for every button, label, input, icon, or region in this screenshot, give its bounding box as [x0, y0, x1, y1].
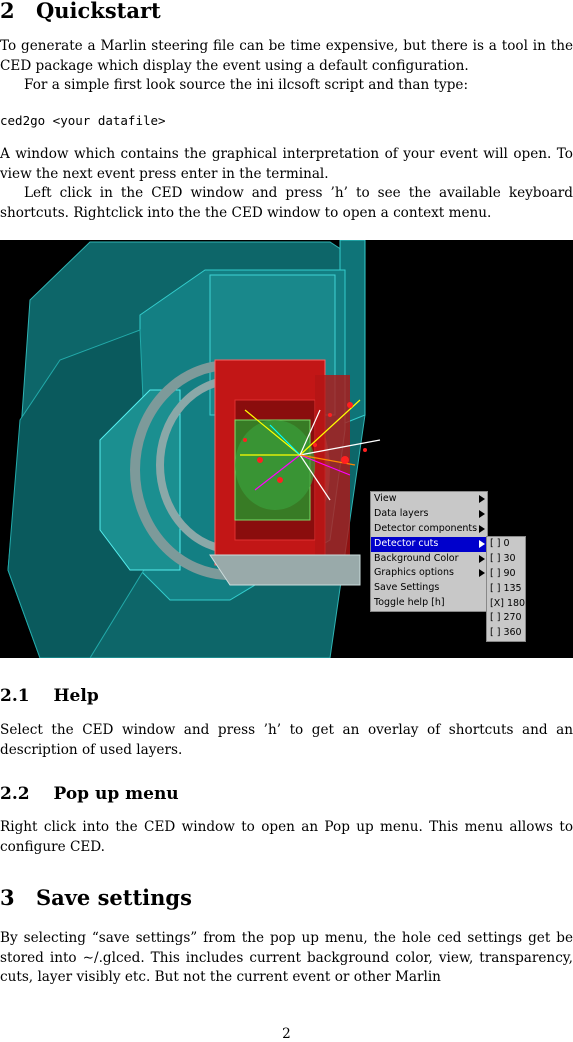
page-number: 2: [282, 1026, 291, 1042]
menu-item-graphics-options[interactable]: Graphics options: [371, 566, 487, 581]
section-title: Pop up menu: [53, 784, 179, 804]
code-command: ced2go <your datafile>: [0, 113, 166, 128]
submenu-arrow-icon: [479, 524, 485, 533]
cut-option-label: [ ] 30: [490, 552, 516, 564]
cut-option-label: [ ] 0: [490, 538, 510, 549]
menu-item-detector-components[interactable]: Detector components: [371, 522, 487, 537]
submenu-arrow-icon: [479, 539, 485, 548]
paragraph-save: By selecting “save settings” from the po…: [0, 930, 573, 985]
cut-option-30[interactable]: [ ] 30: [487, 552, 525, 567]
menu-item-label: Detector components: [374, 522, 478, 534]
menu-item-save-settings[interactable]: Save Settings: [371, 581, 487, 596]
cut-option-270[interactable]: [ ] 270: [487, 611, 525, 626]
section-number: 2.1: [0, 686, 30, 706]
menu-item-label: View: [374, 493, 397, 504]
menu-item-label: Toggle help [h]: [374, 597, 445, 609]
menu-item-detector-cuts[interactable]: Detector cuts: [371, 536, 487, 552]
submenu-arrow-icon: [479, 509, 485, 518]
paragraph-popup: Right click into the CED window to open …: [0, 819, 573, 855]
cut-option-label: [X] 180: [490, 597, 526, 609]
cut-option-135[interactable]: [ ] 135: [487, 582, 525, 597]
submenu-arrow-icon: [479, 495, 485, 503]
submenu-arrow-icon: [479, 569, 485, 578]
detector-event-image: [7, 240, 381, 658]
menu-item-label: Graphics options: [374, 567, 454, 579]
paragraph-first-look: For a simple first look source the ini i…: [24, 77, 469, 93]
cut-option-90[interactable]: [ ] 90: [487, 567, 525, 582]
section-heading-quickstart: 2 Quickstart: [0, 0, 161, 23]
cut-option-label: [ ] 135: [490, 582, 522, 594]
section-heading-help: 2.1 Help: [0, 686, 99, 706]
menu-item-data-layers[interactable]: Data layers: [371, 507, 487, 522]
cut-option-360[interactable]: [ ] 360: [487, 626, 525, 641]
menu-item-label: Data layers: [374, 507, 429, 519]
section-title: Quickstart: [35, 0, 161, 23]
ced-screenshot-figure: View Data layers Detector components Det…: [0, 240, 573, 658]
section-number: 3: [0, 885, 15, 910]
menu-item-view[interactable]: View: [371, 492, 487, 507]
paragraph-window: A window which contains the graphical in…: [0, 146, 573, 182]
paragraph-help: Select the CED window and press ’h’ to g…: [0, 722, 573, 758]
menu-item-background-color[interactable]: Background Color: [371, 552, 487, 567]
section-number: 2: [0, 0, 15, 23]
section-title: Save settings: [35, 885, 192, 910]
menu-item-label: Detector cuts: [374, 537, 439, 549]
section-title: Help: [53, 686, 99, 706]
menu-item-label: Save Settings: [374, 582, 440, 594]
context-menu: View Data layers Detector components Det…: [370, 491, 488, 613]
menu-item-label: Background Color: [374, 552, 459, 564]
submenu-arrow-icon: [479, 554, 485, 563]
paragraph-shortcuts: Left click in the CED window and press ’…: [0, 185, 573, 221]
menu-item-toggle-help[interactable]: Toggle help [h]: [371, 596, 487, 611]
cut-option-label: [ ] 360: [490, 627, 522, 639]
section-heading-popup-menu: 2.2 Pop up menu: [0, 784, 179, 804]
section-heading-save-settings: 3 Save settings: [0, 885, 192, 910]
cut-option-label: [ ] 270: [490, 612, 522, 624]
cut-option-0[interactable]: [ ] 0: [487, 537, 525, 552]
cut-option-label: [ ] 90: [490, 567, 516, 579]
section-number: 2.2: [0, 784, 30, 804]
paragraph-intro: To generate a Marlin steering file can b…: [0, 38, 573, 74]
cut-option-180[interactable]: [X] 180: [487, 597, 525, 612]
detector-cuts-submenu: [ ] 0 [ ] 30 [ ] 90 [ ] 135 [X] 180 [ ] …: [486, 536, 526, 643]
